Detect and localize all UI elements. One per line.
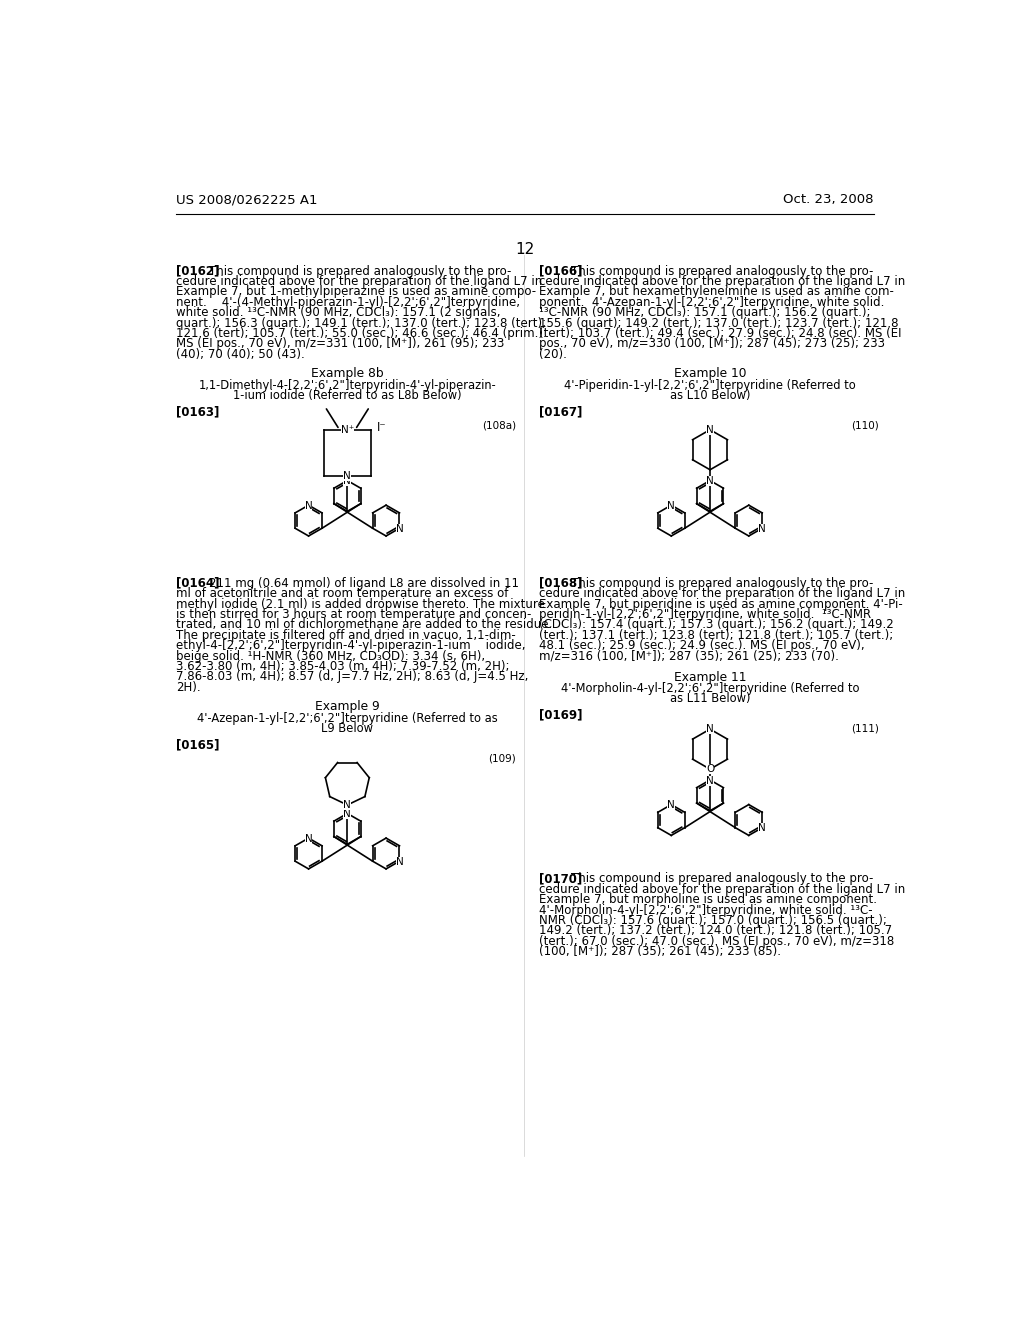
Text: N: N [759, 524, 766, 535]
Text: N: N [395, 857, 403, 867]
Text: [0167]: [0167] [539, 405, 582, 418]
Text: (20).: (20). [539, 348, 566, 360]
Text: Example 7, but hexamethyleneimine is used as amine com-: Example 7, but hexamethyleneimine is use… [539, 285, 894, 298]
Text: N: N [759, 824, 766, 833]
Text: cedure indicated above for the preparation of the ligand L7 in: cedure indicated above for the preparati… [539, 587, 905, 601]
Text: methyl iodide (2.1 ml) is added dropwise thereto. The mixture: methyl iodide (2.1 ml) is added dropwise… [176, 598, 545, 611]
Text: (109): (109) [488, 754, 516, 763]
Text: L9 Below: L9 Below [322, 722, 374, 735]
Text: 2H).: 2H). [176, 681, 201, 694]
Text: N: N [707, 776, 714, 785]
Text: N: N [668, 502, 675, 511]
Text: cedure indicated above for the preparation of the ligand L7 in: cedure indicated above for the preparati… [176, 275, 543, 288]
Text: 4'-Azepan-1-yl-[2,2';6',2"]terpyridine (Referred to as: 4'-Azepan-1-yl-[2,2';6',2"]terpyridine (… [197, 711, 498, 725]
Text: 12: 12 [515, 242, 535, 256]
Text: [0170]: [0170] [539, 873, 582, 886]
Text: N: N [343, 471, 351, 480]
Text: Example 8b: Example 8b [311, 367, 384, 380]
Text: The precipitate is filtered off and dried in vacuo, 1,1-dim-: The precipitate is filtered off and drie… [176, 628, 516, 642]
Text: [0166]: [0166] [539, 264, 583, 277]
Text: 4'-Piperidin-1-yl-[2,2';6',2"]terpyridine (Referred to: 4'-Piperidin-1-yl-[2,2';6',2"]terpyridin… [564, 379, 856, 392]
Text: US 2008/0262225 A1: US 2008/0262225 A1 [176, 193, 317, 206]
Text: (40); 70 (40); 50 (43).: (40); 70 (40); 50 (43). [176, 348, 305, 360]
Text: N: N [707, 725, 714, 734]
Text: [0169]: [0169] [539, 709, 583, 722]
Text: 211 mg (0.64 mmol) of ligand L8 are dissolved in 11: 211 mg (0.64 mmol) of ligand L8 are diss… [209, 577, 518, 590]
Text: N: N [343, 477, 351, 486]
Text: N: N [707, 425, 714, 434]
Text: nent.    4'-(4-Methyl-piperazin-1-yl)-[2,2';6',2"]terpyridine,: nent. 4'-(4-Methyl-piperazin-1-yl)-[2,2'… [176, 296, 520, 309]
Text: N: N [707, 477, 714, 486]
Text: (110): (110) [851, 421, 879, 430]
Text: is then stirred for 3 hours at room temperature and concen-: is then stirred for 3 hours at room temp… [176, 609, 531, 620]
Text: Example 7, but morpholine is used as amine component.: Example 7, but morpholine is used as ami… [539, 894, 877, 906]
Text: MS (EI pos., 70 eV), m/z=331 (100, [M⁺]), 261 (95); 233: MS (EI pos., 70 eV), m/z=331 (100, [M⁺])… [176, 338, 505, 350]
Text: N: N [305, 502, 312, 511]
Text: NMR (CDCl₃): 157.6 (quart.); 157.0 (quart.); 156.5 (quart.);: NMR (CDCl₃): 157.6 (quart.); 157.0 (quar… [539, 913, 887, 927]
Text: Example 7, but piperidine is used as amine component. 4'-Pi-: Example 7, but piperidine is used as ami… [539, 598, 902, 611]
Text: ethyl-4-[2,2';6',2"]terpyridin-4'-yl-piperazin-1-ium    iodide,: ethyl-4-[2,2';6',2"]terpyridin-4'-yl-pip… [176, 639, 525, 652]
Text: white solid. ¹³C-NMR (90 MHz, CDCl₃): 157.1 (2 signals,: white solid. ¹³C-NMR (90 MHz, CDCl₃): 15… [176, 306, 501, 319]
Text: 1-ium iodide (Referred to as L8b Below): 1-ium iodide (Referred to as L8b Below) [233, 389, 462, 403]
Text: ml of acetonitrile and at room temperature an excess of: ml of acetonitrile and at room temperatu… [176, 587, 509, 601]
Text: (tert); 103.7 (tert.); 49.4 (sec.); 27.9 (sec.); 24.8 (sec). MS (EI: (tert); 103.7 (tert.); 49.4 (sec.); 27.9… [539, 327, 901, 341]
Text: 121.6 (tert); 105.7 (tert.); 55.0 (sec.); 46.6 (sec.); 46.4 (prim.).: 121.6 (tert); 105.7 (tert.); 55.0 (sec.)… [176, 327, 547, 341]
Text: 4'-Morpholin-4-yl-[2,2';6',2"]terpyridine (Referred to: 4'-Morpholin-4-yl-[2,2';6',2"]terpyridin… [561, 682, 859, 696]
Text: N: N [305, 834, 312, 843]
Text: cedure indicated above for the preparation of the ligand L7 in: cedure indicated above for the preparati… [539, 883, 905, 896]
Text: Example 11: Example 11 [674, 671, 746, 684]
Text: ponent.  4'-Azepan-1-yl-[2,2';6',2"]terpyridine, white solid.: ponent. 4'-Azepan-1-yl-[2,2';6',2"]terpy… [539, 296, 884, 309]
Text: (111): (111) [851, 723, 879, 734]
Text: cedure indicated above for the preparation of the ligand L7 in: cedure indicated above for the preparati… [539, 275, 905, 288]
Text: This compound is prepared analogously to the pro-: This compound is prepared analogously to… [571, 873, 873, 886]
Text: O: O [706, 764, 714, 774]
Text: as L11 Below): as L11 Below) [670, 693, 751, 705]
Text: N: N [343, 809, 351, 820]
Text: I⁻: I⁻ [377, 421, 386, 434]
Text: (tert.); 67.0 (sec.); 47.0 (sec.). MS (EI pos., 70 eV), m/z=318: (tert.); 67.0 (sec.); 47.0 (sec.). MS (E… [539, 935, 894, 948]
Text: quart.); 156.3 (quart.); 149.1 (tert.); 137.0 (tert.); 123.8 (tert);: quart.); 156.3 (quart.); 149.1 (tert.); … [176, 317, 546, 330]
Text: Example 9: Example 9 [315, 701, 380, 713]
Text: trated, and 10 ml of dichloromethane are added to the residue.: trated, and 10 ml of dichloromethane are… [176, 618, 552, 631]
Text: Example 10: Example 10 [674, 367, 746, 380]
Text: 7.86-8.03 (m, 4H); 8.57 (d, J=7.7 Hz, 2H); 8.63 (d, J=4.5 Hz,: 7.86-8.03 (m, 4H); 8.57 (d, J=7.7 Hz, 2H… [176, 671, 528, 684]
Text: peridin-1-yl-[2,2';6',2"]terpyridine, white solid.  ¹³C-NMR: peridin-1-yl-[2,2';6',2"]terpyridine, wh… [539, 609, 870, 620]
Text: beige solid. ¹H-NMR (360 MHz, CD₃OD): 3.34 (s, 6H),: beige solid. ¹H-NMR (360 MHz, CD₃OD): 3.… [176, 649, 485, 663]
Text: as L10 Below): as L10 Below) [670, 389, 751, 403]
Text: [0165]: [0165] [176, 738, 219, 751]
Text: ¹³C-NMR (90 MHz, CDCl₃): 157.1 (quart.); 156.2 (quart.);: ¹³C-NMR (90 MHz, CDCl₃): 157.1 (quart.);… [539, 306, 870, 319]
Text: N: N [343, 800, 351, 810]
Text: This compound is prepared analogously to the pro-: This compound is prepared analogously to… [209, 264, 511, 277]
Text: [0163]: [0163] [176, 405, 219, 418]
Text: Oct. 23, 2008: Oct. 23, 2008 [783, 193, 873, 206]
Text: N⁺: N⁺ [341, 425, 354, 434]
Text: pos., 70 eV), m/z=330 (100, [M⁺]); 287 (45); 273 (25); 233: pos., 70 eV), m/z=330 (100, [M⁺]); 287 (… [539, 338, 885, 350]
Text: m/z=316 (100, [M⁺]); 287 (35); 261 (25); 233 (70).: m/z=316 (100, [M⁺]); 287 (35); 261 (25);… [539, 649, 839, 663]
Text: This compound is prepared analogously to the pro-: This compound is prepared analogously to… [571, 577, 873, 590]
Text: 3.62-3.80 (m, 4H); 3.85-4.03 (m, 4H); 7.39-7.52 (m, 2H);: 3.62-3.80 (m, 4H); 3.85-4.03 (m, 4H); 7.… [176, 660, 510, 673]
Text: (100, [M⁺]); 287 (35); 261 (45); 233 (85).: (100, [M⁺]); 287 (35); 261 (45); 233 (85… [539, 945, 780, 958]
Text: N: N [395, 524, 403, 535]
Text: This compound is prepared analogously to the pro-: This compound is prepared analogously to… [571, 264, 873, 277]
Text: 1,1-Dimethyl-4-[2,2';6',2"]terpyridin-4'-yl-piperazin-: 1,1-Dimethyl-4-[2,2';6',2"]terpyridin-4'… [199, 379, 497, 392]
Text: (CDCl₃): 157.4 (quart.); 157.3 (quart.); 156.2 (quart.); 149.2: (CDCl₃): 157.4 (quart.); 157.3 (quart.);… [539, 618, 894, 631]
Text: (108a): (108a) [482, 421, 516, 430]
Text: (tert.); 137.1 (tert.); 123.8 (tert); 121.8 (tert.); 105.7 (tert.);: (tert.); 137.1 (tert.); 123.8 (tert); 12… [539, 628, 893, 642]
Text: [0162]: [0162] [176, 264, 219, 277]
Text: 155.6 (quart); 149.2 (tert.); 137.0 (tert.); 123.7 (tert.); 121.8: 155.6 (quart); 149.2 (tert.); 137.0 (ter… [539, 317, 898, 330]
Text: 149.2 (tert.); 137.2 (tert.); 124.0 (tert.); 121.8 (tert.); 105.7: 149.2 (tert.); 137.2 (tert.); 124.0 (ter… [539, 924, 892, 937]
Text: 4'-Morpholin-4-yl-[2,2';6',2"]terpyridine, white solid. ¹³C-: 4'-Morpholin-4-yl-[2,2';6',2"]terpyridin… [539, 904, 872, 916]
Text: 48.1 (sec.); 25.9 (sec.); 24.9 (sec.). MS (EI pos., 70 eV),: 48.1 (sec.); 25.9 (sec.); 24.9 (sec.). M… [539, 639, 864, 652]
Text: Example 7, but 1-methylpiperazine is used as amine compo-: Example 7, but 1-methylpiperazine is use… [176, 285, 537, 298]
Text: N: N [668, 800, 675, 810]
Text: [0164]: [0164] [176, 577, 219, 590]
Text: [0168]: [0168] [539, 577, 583, 590]
